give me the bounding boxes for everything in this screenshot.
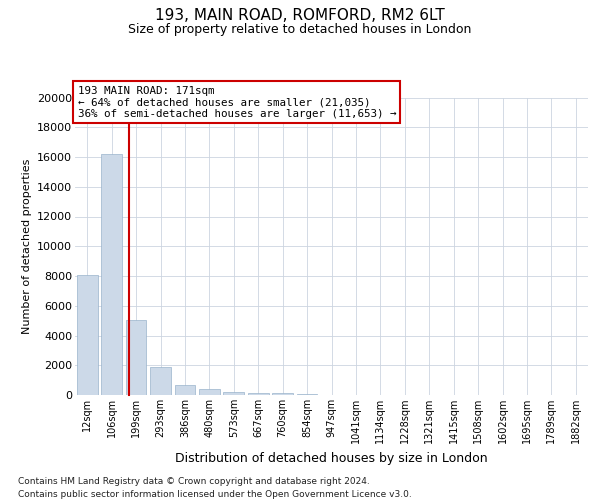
Text: 193 MAIN ROAD: 171sqm
← 64% of detached houses are smaller (21,035)
36% of semi-: 193 MAIN ROAD: 171sqm ← 64% of detached … (77, 86, 396, 119)
Text: Size of property relative to detached houses in London: Size of property relative to detached ho… (128, 22, 472, 36)
Bar (101, 154, 122, 395)
Text: 193, MAIN ROAD, ROMFORD, RM2 6LT: 193, MAIN ROAD, ROMFORD, RM2 6LT (155, 8, 445, 22)
Bar (272, 394, 293, 395)
Bar (150, 368, 171, 395)
Bar (296, 394, 317, 395)
Bar (125, 320, 146, 395)
Y-axis label: Number of detached properties: Number of detached properties (22, 158, 32, 334)
Bar (77, 276, 98, 395)
Bar (175, 385, 196, 395)
Bar (223, 392, 244, 395)
Text: Contains HM Land Registry data © Crown copyright and database right 2024.: Contains HM Land Registry data © Crown c… (18, 478, 370, 486)
Bar (248, 393, 269, 395)
X-axis label: Distribution of detached houses by size in London: Distribution of detached houses by size … (175, 452, 488, 464)
Bar (199, 390, 220, 395)
Text: Contains public sector information licensed under the Open Government Licence v3: Contains public sector information licen… (18, 490, 412, 499)
